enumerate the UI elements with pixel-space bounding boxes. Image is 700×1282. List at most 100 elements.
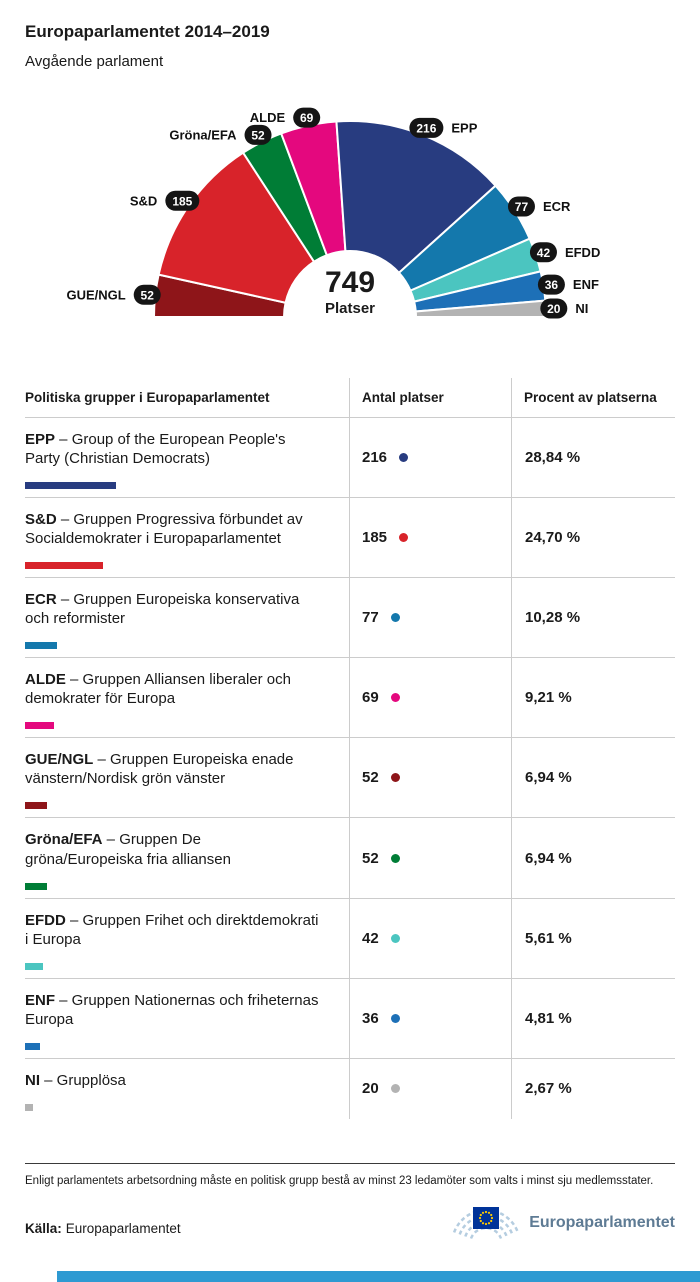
- group-seats-cell: 69: [350, 658, 512, 738]
- header-groups: Politiska grupper i Europaparlamentet: [25, 378, 350, 417]
- group-name-cell: S&D – Gruppen Progressiva förbundet av S…: [25, 498, 350, 578]
- group-color-dot: [390, 853, 400, 863]
- page-subtitle: Avgående parlament: [25, 53, 164, 70]
- group-color-bar: [25, 1103, 34, 1111]
- group-name-text: ECR – Gruppen Europeiska konservativa oc…: [25, 590, 319, 628]
- group-percent: 6,94 %: [525, 769, 572, 787]
- total-seats-label: Platser: [325, 300, 375, 317]
- seat-count: 36: [545, 278, 559, 292]
- group-label: ALDE: [250, 110, 286, 125]
- group-color-bar: [25, 962, 43, 970]
- european-parliament-logo: Europaparlamentet: [451, 1198, 675, 1248]
- logo-wordmark: Europaparlamentet: [529, 1214, 675, 1232]
- seat-count: 52: [141, 288, 155, 302]
- group-percent-cell: 2,67 %: [512, 1059, 675, 1119]
- group-color-dot: [399, 453, 409, 463]
- group-label: EPP: [451, 120, 477, 135]
- group-seats-cell: 42: [350, 898, 512, 978]
- group-seats: 69: [362, 689, 379, 707]
- group-seats: 52: [362, 849, 379, 867]
- group-color-dot: [390, 773, 400, 783]
- hemicycle-slice: [335, 120, 497, 275]
- total-seats-value: 749: [325, 266, 375, 299]
- seat-count-badge: [540, 298, 568, 319]
- table-row: S&D – Gruppen Progressiva förbundet av S…: [25, 497, 675, 578]
- group-percent-cell: 9,21 %: [512, 658, 675, 737]
- header-seats: Antal platser: [350, 378, 512, 417]
- seat-count: 42: [537, 246, 551, 260]
- eu-flag: [473, 1207, 500, 1230]
- group-color-bar: [25, 882, 47, 890]
- group-percent: 9,21 %: [525, 689, 572, 707]
- group-desc: – Grupplösa: [40, 1071, 126, 1089]
- group-name-cell: NI – Grupplösa: [25, 1058, 350, 1119]
- table-row: Gröna/EFA – Gruppen De gröna/Europeiska …: [25, 817, 675, 898]
- group-abbr: Gröna/EFA: [25, 831, 103, 849]
- group-name-text: S&D – Gruppen Progressiva förbundet av S…: [25, 510, 319, 548]
- seat-count-badge: [165, 190, 200, 211]
- group-name-text: EPP – Group of the European People's Par…: [25, 430, 319, 468]
- seat-count-badge: [409, 117, 444, 138]
- group-color-bar: [25, 642, 58, 650]
- seat-count-badge: [529, 242, 557, 263]
- table-row: ALDE – Gruppen Alliansen liberaler och d…: [25, 657, 675, 738]
- group-desc: – Gruppen Nationernas och friheternas Eu…: [25, 991, 319, 1028]
- table-row: ECR – Gruppen Europeiska konservativa oc…: [25, 577, 675, 658]
- group-name-cell: GUE/NGL – Gruppen Europeiska enade vänst…: [25, 738, 350, 818]
- group-abbr: ALDE: [25, 671, 66, 689]
- group-seats-cell: 52: [350, 818, 512, 898]
- group-percent: 6,94 %: [525, 849, 572, 867]
- group-seats-cell: 216: [350, 418, 512, 498]
- group-seats: 52: [362, 769, 379, 787]
- group-abbr: EFDD: [25, 911, 66, 929]
- seat-count: 216: [416, 121, 436, 135]
- group-name-cell: Gröna/EFA – Gruppen De gröna/Europeiska …: [25, 818, 350, 898]
- group-seats: 77: [362, 609, 379, 627]
- groups-table: Politiska grupper i Europaparlamentet An…: [25, 378, 675, 1119]
- group-seats: 20: [362, 1080, 379, 1098]
- group-name-text: ALDE – Gruppen Alliansen liberaler och d…: [25, 670, 319, 708]
- table-row: ENF – Gruppen Nationernas och friheterna…: [25, 977, 675, 1058]
- group-percent: 2,67 %: [525, 1080, 572, 1098]
- group-abbr: ECR: [25, 591, 57, 609]
- header: Europaparlamentet 2014–2019 Avgående par…: [0, 0, 700, 70]
- group-seats-cell: 77: [350, 578, 512, 658]
- group-percent-cell: 28,84 %: [512, 418, 675, 497]
- header-percent: Procent av platserna: [524, 390, 657, 405]
- group-seats: 216: [362, 449, 388, 467]
- group-desc: – Gruppen De gröna/Europeiska fria allia…: [25, 831, 231, 868]
- seat-count: 20: [547, 302, 561, 316]
- group-color-bar: [25, 562, 103, 570]
- group-seats: 36: [362, 1009, 379, 1027]
- footnote: Enligt parlamentets arbetsordning måste …: [25, 1162, 675, 1190]
- eu-stars: [479, 1210, 494, 1226]
- group-percent-cell: 4,81 %: [512, 979, 675, 1058]
- table-body: EPP – Group of the European People's Par…: [25, 417, 675, 1119]
- group-desc: – Group of the European People's Party (…: [25, 431, 286, 468]
- group-abbr: S&D: [25, 511, 57, 529]
- hemicycle-chart: 52 GUE/NGL 185 S&D 52 Gröna/EFA 69 ALDE 216 EPP 77…: [66, 107, 600, 319]
- table-row: GUE/NGL – Gruppen Europeiska enade vänst…: [25, 737, 675, 818]
- group-name-cell: EFDD – Gruppen Frihet och direktdemokrat…: [25, 898, 350, 978]
- group-color-dot: [390, 933, 400, 943]
- table-row: EFDD – Gruppen Frihet och direktdemokrat…: [25, 897, 675, 978]
- group-percent-cell: 24,70 %: [512, 498, 675, 577]
- hemicycle-badges: 52 GUE/NGL 185 S&D 52 Gröna/EFA 69 ALDE 216 EPP 77…: [66, 107, 600, 319]
- group-label: S&D: [130, 193, 157, 208]
- page-title: Europaparlamentet 2014–2019: [25, 22, 270, 41]
- group-seats-cell: 20: [350, 1058, 512, 1119]
- group-label: ENF: [573, 277, 599, 292]
- seat-count-badge: [537, 274, 565, 295]
- group-desc: – Gruppen Europeiska konservativa och re…: [25, 591, 300, 628]
- group-abbr: EPP: [25, 431, 56, 448]
- group-color-dot: [390, 693, 400, 703]
- group-color-dot: [390, 1084, 400, 1094]
- seat-count-badge: [293, 107, 321, 128]
- group-seats: 42: [362, 929, 379, 947]
- group-percent: 28,84 %: [525, 449, 581, 467]
- group-name-cell: ALDE – Gruppen Alliansen liberaler och d…: [25, 658, 350, 738]
- hemicycle-slices: [152, 120, 548, 318]
- group-name-cell: EPP – Group of the European People's Par…: [25, 418, 350, 498]
- group-percent: 4,81 %: [525, 1009, 572, 1027]
- seat-count: 185: [172, 194, 192, 208]
